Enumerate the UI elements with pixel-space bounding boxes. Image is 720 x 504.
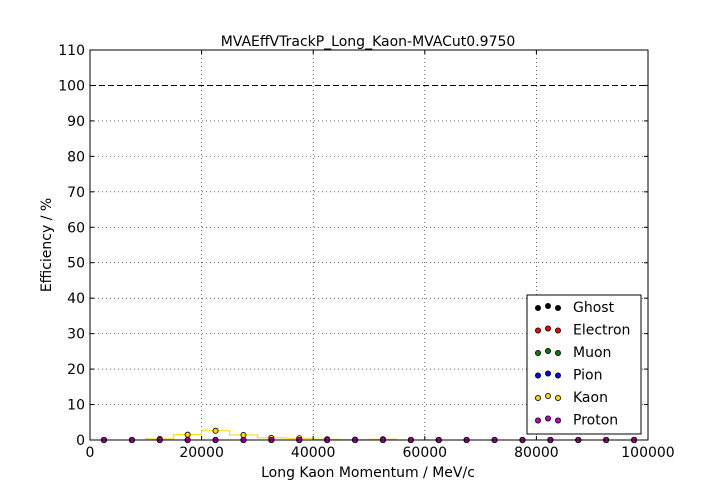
legend-label: Proton xyxy=(573,413,618,429)
legend: Ghost Electron Muon Pion Kaon Proton xyxy=(526,294,642,435)
y-tick-label: 0 xyxy=(76,433,85,449)
legend-marker xyxy=(545,325,552,332)
legend-marker xyxy=(545,370,552,377)
y-tick-label: 100 xyxy=(58,78,85,94)
data-point xyxy=(184,431,191,438)
data-point xyxy=(212,427,219,434)
x-tick-label: 100000 xyxy=(621,445,674,461)
y-tick-label: 90 xyxy=(67,114,85,130)
y-tick-label: 110 xyxy=(58,43,85,59)
y-tick-label: 50 xyxy=(67,256,85,272)
legend-item-muon: Muon xyxy=(535,345,611,361)
y-tick-label: 10 xyxy=(67,398,85,414)
legend-item-proton: Proton xyxy=(535,413,618,429)
legend-marker xyxy=(545,392,552,399)
legend-box xyxy=(526,294,642,435)
legend-label: Pion xyxy=(573,368,602,384)
legend-label: Electron xyxy=(573,323,630,339)
y-axis-label: Efficiency / % xyxy=(39,198,55,292)
y-tick-label: 80 xyxy=(67,149,85,165)
legend-marker xyxy=(535,417,542,424)
legend-item-pion: Pion xyxy=(535,368,602,384)
legend-marker xyxy=(545,302,552,309)
legend-marker xyxy=(555,327,562,334)
y-tick-label: 40 xyxy=(67,291,85,307)
legend-marker xyxy=(535,327,542,334)
x-tick-label: 80000 xyxy=(514,445,559,461)
x-tick-label: 60000 xyxy=(403,445,448,461)
y-tick-label: 20 xyxy=(67,362,85,378)
legend-marker xyxy=(545,415,552,422)
x-tick-label: 40000 xyxy=(291,445,336,461)
legend-marker xyxy=(535,372,542,379)
legend-label: Muon xyxy=(573,345,611,361)
legend-marker xyxy=(545,347,552,354)
legend-marker xyxy=(535,394,542,401)
legend-item-kaon: Kaon xyxy=(535,390,608,406)
x-tick-label: 0 xyxy=(86,445,95,461)
legend-marker xyxy=(555,372,562,379)
legend-marker xyxy=(555,417,562,424)
plot-area xyxy=(89,49,649,441)
data-point xyxy=(240,432,247,439)
y-tick-label: 70 xyxy=(67,185,85,201)
y-tick-label: 60 xyxy=(67,220,85,236)
legend-item-electron: Electron xyxy=(535,323,630,339)
legend-label: Kaon xyxy=(573,390,608,406)
legend-marker xyxy=(555,349,562,356)
x-tick-label: 20000 xyxy=(179,445,224,461)
legend-item-ghost: Ghost xyxy=(535,300,615,316)
legend-marker xyxy=(535,304,542,311)
legend-marker xyxy=(555,304,562,311)
legend-marker xyxy=(535,349,542,356)
chart-title: MVAEffVTrackP_Long_Kaon-MVACut0.9750 xyxy=(221,34,516,50)
x-axis-label: Long Kaon Momentum / MeV/c xyxy=(261,465,475,481)
legend-label: Ghost xyxy=(573,300,615,316)
y-tick-label: 30 xyxy=(67,327,85,343)
legend-marker xyxy=(555,394,562,401)
axis-ticks: 0 20000 40000 60000 80000 100000 0 10 20 30 40 50 60… xyxy=(58,43,674,461)
